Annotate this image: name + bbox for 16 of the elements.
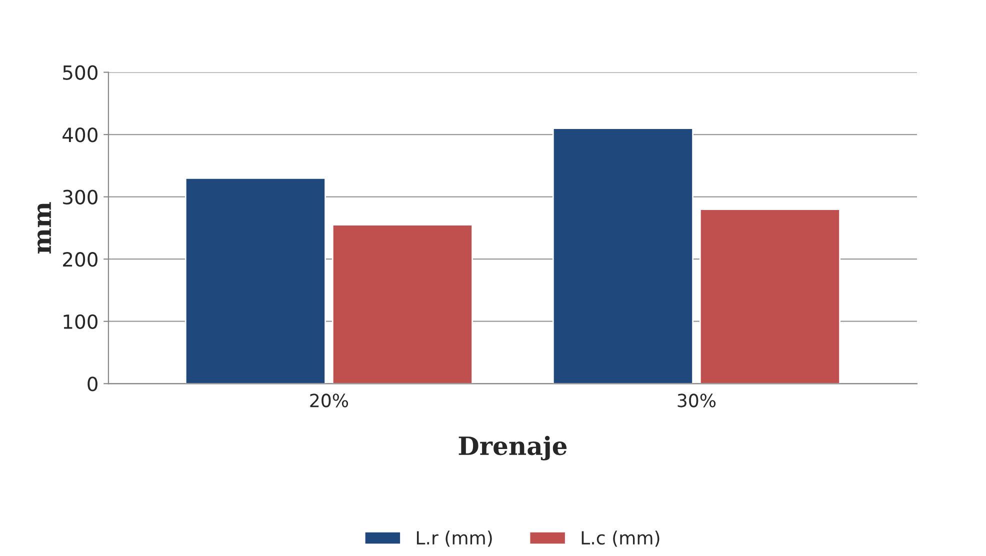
- y-tick-label: 500: [63, 65, 98, 80]
- x-axis-title: Drenaje: [458, 436, 567, 460]
- bar: [699, 208, 840, 384]
- bar: [184, 177, 326, 384]
- y-tick-label: 200: [63, 252, 98, 267]
- bar: [332, 224, 473, 384]
- y-tick-label: 0: [88, 376, 98, 392]
- y-axis-title: mm: [38, 202, 51, 254]
- x-tick-label: 30%: [678, 394, 716, 408]
- legend-label: L.c (mm): [582, 530, 660, 547]
- bar: [552, 128, 694, 384]
- legend-label: L.r (mm): [416, 530, 492, 547]
- x-tick-label: 20%: [310, 394, 348, 408]
- y-tick-label: 400: [62, 128, 98, 142]
- y-tick-label: 300: [63, 190, 98, 204]
- y-tick-label: 100: [64, 314, 98, 330]
